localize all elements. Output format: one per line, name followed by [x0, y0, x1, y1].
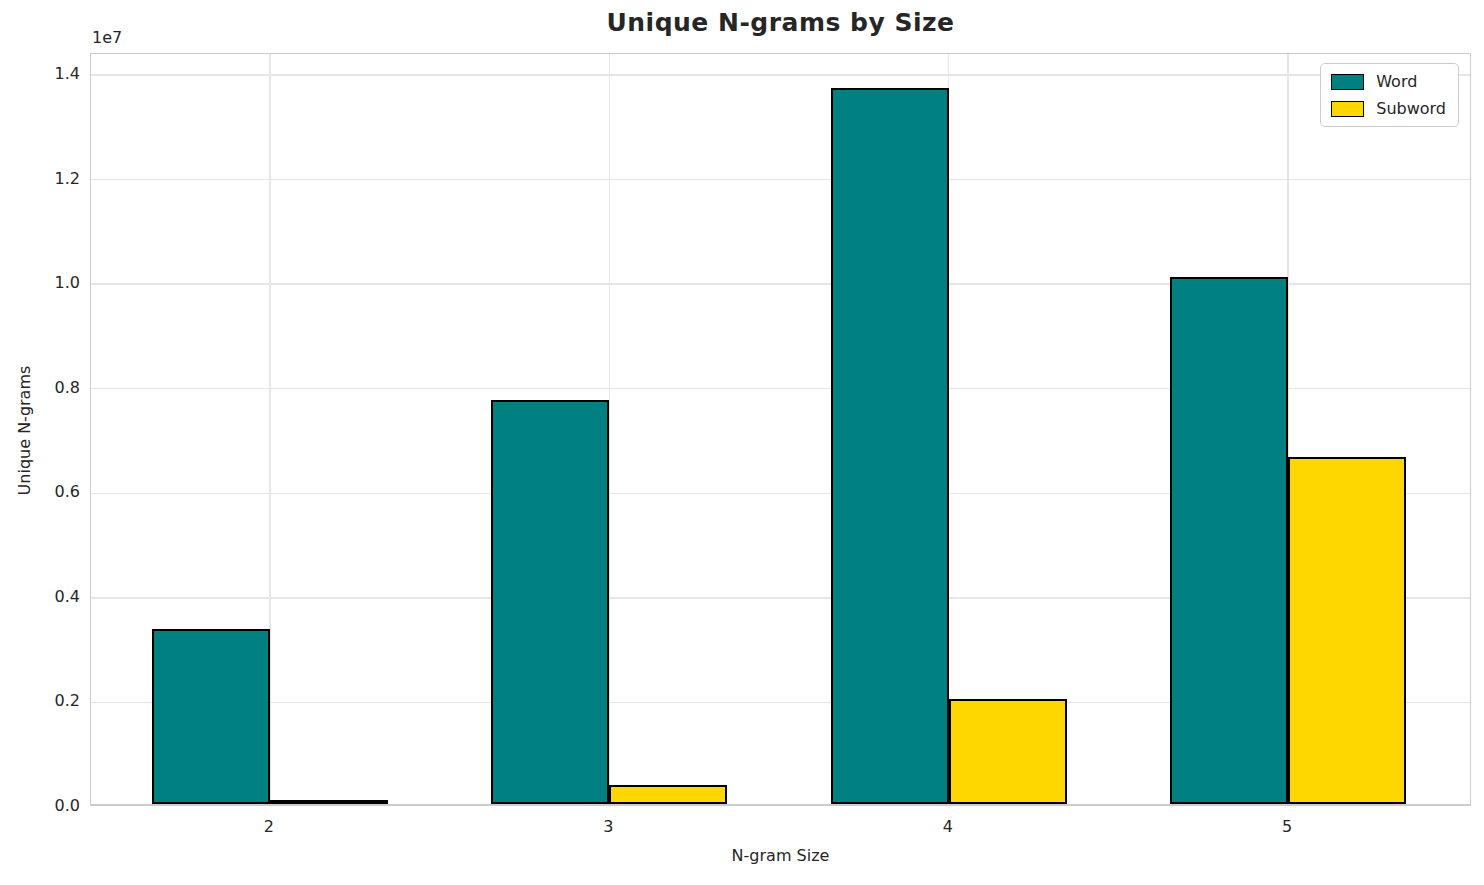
legend-label: Subword	[1376, 99, 1446, 118]
y-tick-label: 0.8	[26, 378, 80, 398]
legend-swatch-subword	[1331, 101, 1364, 117]
bar-word-3	[491, 400, 609, 804]
x-tick-label: 2	[239, 817, 299, 837]
x-tick-label: 3	[578, 817, 638, 837]
y-tick-label: 0.6	[26, 482, 80, 502]
legend-label: Word	[1376, 72, 1417, 91]
y-tick-label: 0.0	[26, 796, 80, 816]
x-tick-label: 4	[918, 817, 978, 837]
bar-word-4	[831, 88, 949, 804]
y-tick-label: 1.4	[26, 64, 80, 84]
legend: Word Subword	[1320, 63, 1459, 127]
legend-swatch-word	[1331, 74, 1364, 90]
bar-subword-3	[609, 785, 727, 804]
legend-item-word: Word	[1331, 72, 1446, 91]
bar-word-5	[1170, 277, 1288, 804]
chart-title: Unique N-grams by Size	[90, 8, 1471, 37]
y-gridline	[91, 179, 1470, 180]
y-axis-offset-text: 1e7	[92, 28, 122, 47]
figure: Unique N-grams by Size 1e7 Unique N-gram…	[0, 0, 1484, 885]
bar-subword-4	[949, 699, 1067, 804]
y-tick-label: 0.2	[26, 691, 80, 711]
plot-area	[90, 53, 1471, 806]
x-tick-label: 5	[1257, 817, 1317, 837]
bar-subword-5	[1288, 457, 1406, 804]
bar-word-2	[152, 629, 270, 804]
x-axis-label: N-gram Size	[90, 846, 1471, 865]
y-tick-label: 1.0	[26, 273, 80, 293]
y-gridline	[91, 74, 1470, 75]
bar-subword-2	[270, 800, 388, 804]
y-tick-label: 0.4	[26, 587, 80, 607]
legend-item-subword: Subword	[1331, 99, 1446, 118]
y-tick-label: 1.2	[26, 169, 80, 189]
